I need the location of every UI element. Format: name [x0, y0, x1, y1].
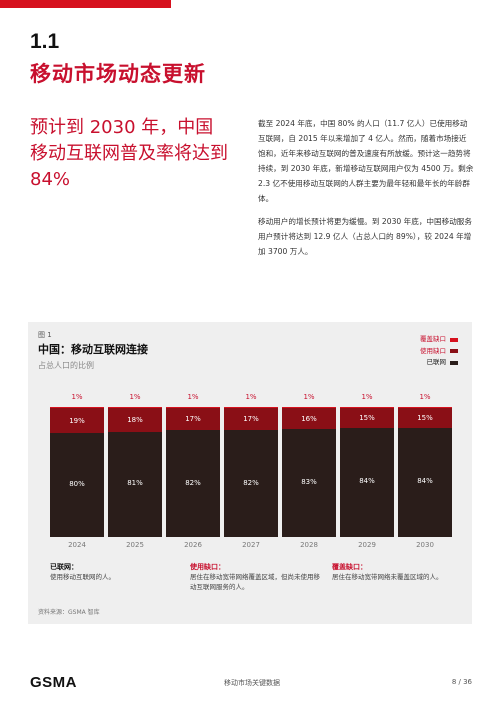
- legend-swatch: [450, 337, 458, 342]
- coverage-gap-label: 1%: [71, 393, 83, 401]
- x-tick-label: 2026: [184, 541, 202, 549]
- legend-item: 覆盖缺口: [420, 334, 458, 346]
- page-number: 8 / 36: [451, 678, 472, 686]
- bar-segment-coverage-gap: [282, 407, 336, 409]
- data-label: 83%: [301, 478, 317, 487]
- data-label: 80%: [69, 480, 85, 488]
- definition-desc-usage-gap: 居住在移动宽带网络覆盖区域，但尚未使用移动互联网服务的人。: [190, 573, 320, 591]
- bar-segment-connected: 84%: [398, 427, 452, 537]
- bar-2029: 84% 15%: [340, 407, 394, 537]
- bar-2024: 80% 19%: [50, 407, 104, 537]
- data-label: 17%: [243, 415, 259, 424]
- definition-title-coverage-gap: 覆盖缺口：: [332, 563, 367, 571]
- legend-swatch: [450, 360, 458, 365]
- top-accent-bar: [0, 0, 171, 8]
- data-label: 84%: [359, 477, 375, 486]
- bar-2026: 82% 17%: [166, 407, 220, 537]
- coverage-gap-label: 1%: [303, 393, 315, 401]
- figure-label: 图 1: [38, 331, 52, 339]
- data-label: 17%: [185, 415, 201, 424]
- gsma-logo: GSMA: [30, 674, 77, 691]
- bar-segment-connected: 83%: [282, 429, 336, 537]
- paragraph: 移动用户的增长预计将更为缓慢。到 2030 年底，中国移动服务用户预计将达到 1…: [258, 217, 472, 256]
- legend-swatch: [450, 349, 458, 354]
- legend-label: 使用缺口: [420, 346, 446, 355]
- stacked-bar-chart: 80% 19% 1% 2024 81% 18% 1% 2025 82% 17% 1% 2026 82% 1…: [28, 322, 472, 624]
- data-label: 16%: [301, 414, 317, 423]
- x-tick-label: 2025: [126, 541, 144, 549]
- legend-item: 已联网: [420, 357, 458, 369]
- figure-title: 中国：移动互联网连接: [38, 343, 148, 356]
- legend-label: 已联网: [426, 358, 447, 366]
- data-label: 82%: [243, 478, 259, 487]
- bar-segment-usage-gap: 16%: [282, 408, 336, 430]
- x-tick-label: 2029: [358, 541, 376, 549]
- bar-2030: 84% 15%: [398, 407, 452, 537]
- bar-segment-coverage-gap: [340, 407, 394, 409]
- legend-item: 使用缺口: [420, 346, 458, 358]
- coverage-gap-label: 1%: [245, 393, 257, 401]
- figure-panel: 图 1 中国：移动互联网连接 占总人口的比例 覆盖缺口 使用缺口 已联网 80%…: [28, 322, 472, 624]
- definition-desc-connected: 使用移动互联网的人。: [50, 573, 115, 581]
- bar-segment-connected: 84%: [340, 427, 394, 537]
- x-tick-label: 2030: [416, 541, 434, 549]
- data-label: 82%: [185, 478, 201, 487]
- paragraph: 截至 2024 年底，中国 80% 的人口（11.7 亿人）已使用移动互联网，自…: [258, 119, 474, 203]
- data-label: 15%: [359, 414, 375, 423]
- definition-title-usage-gap: 使用缺口：: [190, 563, 225, 571]
- legend-label: 覆盖缺口: [420, 335, 446, 343]
- bar-segment-usage-gap: 15%: [340, 408, 394, 428]
- bar-2028: 83% 16%: [282, 407, 336, 537]
- coverage-gap-label: 1%: [361, 393, 373, 401]
- footer-title: 移动市场关键数据: [224, 679, 280, 687]
- figure-source: 资料来源：GSMA 智库: [38, 609, 100, 616]
- data-label: 18%: [127, 416, 143, 424]
- bar-segment-usage-gap: 19%: [50, 408, 104, 433]
- bar-segment-connected: 82%: [224, 430, 278, 537]
- bar-segment-coverage-gap: [166, 407, 220, 409]
- coverage-gap-label: 1%: [419, 393, 431, 401]
- data-label: 15%: [417, 414, 433, 423]
- bar-2027: 82% 17%: [224, 407, 278, 537]
- bar-segment-connected: 81%: [108, 431, 162, 537]
- definition-title-connected: 已联网：: [50, 563, 78, 571]
- bar-segment-usage-gap: 17%: [224, 408, 278, 431]
- bar-segment-usage-gap: 17%: [166, 408, 220, 431]
- bar-segment-coverage-gap: [50, 407, 104, 409]
- x-tick-label: 2028: [300, 541, 318, 549]
- chart-legend: 覆盖缺口 使用缺口 已联网: [420, 334, 458, 369]
- bar-segment-coverage-gap: [224, 407, 278, 409]
- section-title: 移动市场动态更新: [30, 62, 206, 86]
- coverage-gap-label: 1%: [129, 393, 141, 401]
- bar-segment-connected: 82%: [166, 430, 220, 537]
- bar-segment-usage-gap: 15%: [398, 408, 452, 428]
- data-label: 81%: [127, 479, 143, 488]
- definition-desc-coverage-gap: 居住在移动宽带网络未覆盖区域的人。: [332, 573, 443, 581]
- bar-segment-coverage-gap: [108, 407, 162, 409]
- figure-subtitle: 占总人口的比例: [38, 361, 94, 370]
- data-label: 19%: [69, 416, 85, 425]
- bar-2025: 81% 18%: [108, 407, 162, 537]
- coverage-gap-label: 1%: [187, 393, 199, 401]
- section-number: 1.1: [30, 30, 60, 53]
- data-label: 84%: [417, 477, 433, 486]
- bar-segment-connected: 80%: [50, 433, 104, 537]
- body-text: 截至 2024 年底，中国 80% 的人口（11.7 亿人）已使用移动互联网，自…: [258, 116, 474, 267]
- bar-segment-coverage-gap: [398, 407, 452, 409]
- x-tick-label: 2027: [242, 541, 260, 549]
- bar-segment-usage-gap: 18%: [108, 408, 162, 432]
- x-tick-label: 2024: [68, 541, 86, 549]
- headline: 预计到 2030 年，中国移动互联网普及率将达到 84%: [30, 117, 228, 190]
